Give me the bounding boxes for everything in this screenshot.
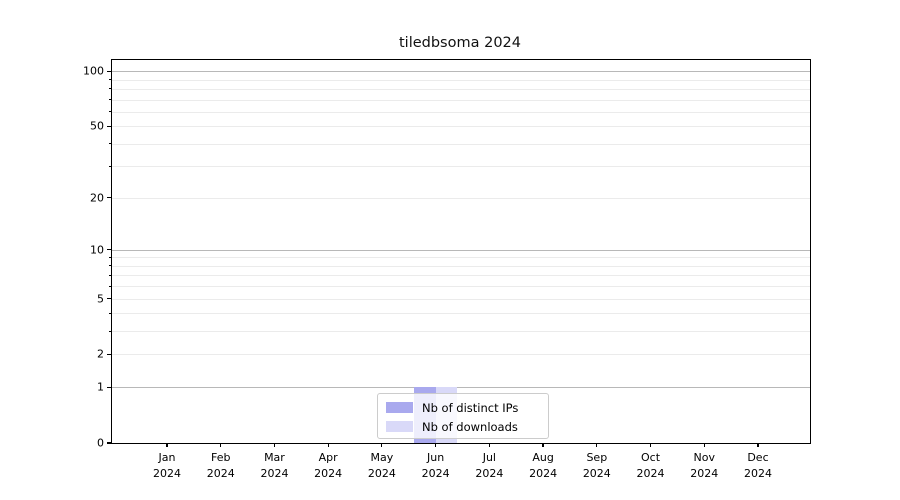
x-tick-mark <box>381 443 383 447</box>
x-tick-label: Aug 2024 <box>529 451 558 480</box>
x-tick-label: Dec 2024 <box>743 451 772 480</box>
x-tick-label: Jan 2024 <box>153 451 181 480</box>
y-tick-mark <box>107 386 111 388</box>
x-tick-mark <box>327 443 329 447</box>
y-gridline-minor <box>112 143 810 145</box>
y-tick-label: 100 <box>83 64 104 78</box>
y-tick-mark-minor <box>109 256 112 258</box>
x-tick-mark <box>220 443 222 447</box>
y-tick-mark-minor <box>109 265 112 267</box>
x-tick-mark <box>703 443 705 447</box>
x-tick-label: May 2024 <box>367 451 396 480</box>
y-gridline-minor <box>112 354 810 356</box>
x-tick-mark <box>649 443 652 447</box>
y-tick-mark <box>107 70 111 72</box>
y-gridline-minor <box>112 286 810 288</box>
y-tick-label: 1 <box>97 380 104 394</box>
x-tick-mark <box>273 443 276 447</box>
y-tick-label: 50 <box>90 119 104 133</box>
legend-label-distinct-ips: Nb of distinct IPs <box>422 400 519 415</box>
y-gridline-major <box>112 387 810 389</box>
y-tick-mark-minor <box>109 165 112 167</box>
x-tick-label: Feb 2024 <box>206 451 235 480</box>
x-tick-mark <box>596 443 598 447</box>
legend-swatch-downloads <box>386 421 413 432</box>
y-tick-mark-minor <box>109 79 112 81</box>
y-tick-mark-minor <box>109 330 112 332</box>
x-tick-mark <box>488 443 490 447</box>
y-tick-mark <box>107 442 111 444</box>
y-tick-mark <box>107 249 111 251</box>
y-gridline-minor <box>112 166 810 168</box>
y-tick-label: 10 <box>90 243 104 257</box>
y-tick-mark <box>107 197 111 199</box>
y-gridline-minor <box>112 99 810 101</box>
x-tick-mark <box>542 443 544 447</box>
x-tick-label: Jun 2024 <box>421 451 450 480</box>
y-gridline-minor <box>112 331 810 333</box>
y-gridline-major <box>112 249 810 251</box>
legend: Nb of distinct IPs Nb of downloads <box>377 393 549 439</box>
y-tick-label: 0 <box>97 436 104 450</box>
y-gridline-minor <box>112 265 810 267</box>
y-gridline-minor <box>112 275 810 277</box>
x-tick-label: Jul 2024 <box>475 451 504 480</box>
y-tick-mark <box>107 298 111 300</box>
y-tick-mark-minor <box>109 143 112 145</box>
y-tick-mark <box>107 125 111 127</box>
x-tick-label: Mar 2024 <box>260 451 289 480</box>
y-gridline-major <box>112 71 810 73</box>
y-tick-mark-minor <box>109 111 112 113</box>
y-tick-mark-minor <box>109 274 112 276</box>
y-gridline-minor <box>112 257 810 259</box>
chart-title: tiledbsoma 2024 <box>398 35 522 51</box>
y-gridline-minor <box>112 111 810 113</box>
y-tick-mark-minor <box>109 99 112 101</box>
legend-label-downloads: Nb of downloads <box>422 419 518 434</box>
x-tick-label: Apr 2024 <box>314 451 343 480</box>
y-tick-mark <box>107 353 111 356</box>
legend-item-downloads: Nb of downloads <box>386 417 540 436</box>
y-tick-label: 5 <box>97 292 104 306</box>
y-tick-mark-minor <box>109 312 112 314</box>
x-tick-mark <box>435 443 437 447</box>
y-gridline-minor <box>112 313 810 315</box>
y-gridline-minor <box>112 298 810 300</box>
plot-area: 0 1 2 5 10 20 50 100 Jan 2024 Feb 2024 Mar 2024 Apr… <box>83 59 811 480</box>
x-tick-mark <box>757 443 759 447</box>
x-tick-label: Nov 2024 <box>690 451 719 480</box>
y-tick-label: 2 <box>97 347 104 361</box>
y-tick-mark-minor <box>109 285 112 287</box>
legend-swatch-distinct-ips <box>386 402 413 413</box>
y-gridline-minor <box>112 88 810 90</box>
y-tick-mark-minor <box>109 88 112 90</box>
y-gridline-minor <box>112 79 810 81</box>
y-tick-label: 20 <box>90 191 104 205</box>
y-gridline-minor <box>112 197 810 199</box>
y-gridline-minor <box>112 126 810 128</box>
legend-item-distinct-ips: Nb of distinct IPs <box>386 398 540 417</box>
x-tick-label: Sep 2024 <box>582 451 611 480</box>
x-tick-mark <box>166 443 168 447</box>
x-tick-label: Oct 2024 <box>636 451 665 480</box>
